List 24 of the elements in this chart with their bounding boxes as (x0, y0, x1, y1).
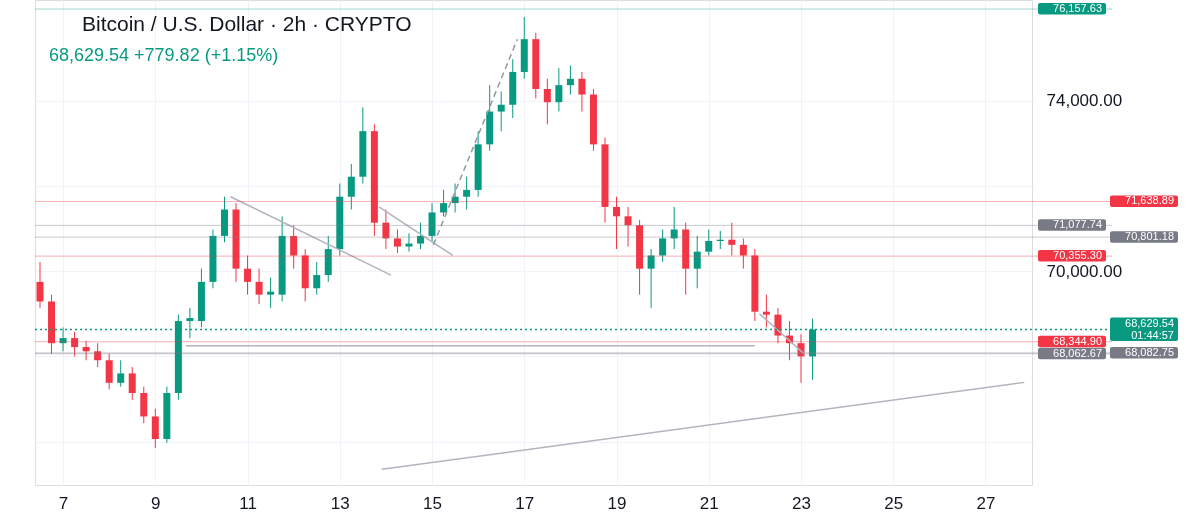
ref-line-label: 68,062.67 (1053, 346, 1102, 359)
x-tick-label: 21 (699, 493, 719, 513)
ref-line-label: 76,157.63 (1053, 2, 1102, 15)
y-tick-label: 74,000.00 (1046, 91, 1123, 111)
x-tick-label: 15 (423, 493, 442, 513)
x-tick-label: 17 (515, 493, 535, 513)
ref-line-label: 68,082.75 (1125, 345, 1174, 358)
x-tick-label: 11 (239, 493, 257, 513)
ref-line-label: 70,801.18 (1125, 230, 1174, 243)
text: 68,629.54 +779.82 (+1.15%) (49, 45, 279, 65)
x-tick-label: 27 (976, 493, 996, 513)
x-tick-label: 25 (884, 493, 904, 513)
ref-line-label: 68,344.90 (1053, 334, 1102, 347)
x-tick-label: 7 (58, 493, 69, 513)
ref-line-label: 70,355.30 (1053, 249, 1102, 262)
x-tick-label: 19 (607, 493, 627, 513)
y-tick-label: 70,000.00 (1046, 261, 1123, 281)
ref-line-label: 71,638.89 (1125, 194, 1174, 207)
x-tick-label: 9 (151, 493, 161, 513)
ref-line-label: 71,077.74 (1053, 218, 1102, 231)
ref-line-label: 68,629.54 01:44:57 (1125, 316, 1174, 341)
x-tick-label: 13 (330, 493, 350, 513)
x-tick-label: 23 (792, 493, 811, 513)
text: Bitcoin / U.S. Dollar · 2h · CRYPTO (82, 12, 412, 35)
